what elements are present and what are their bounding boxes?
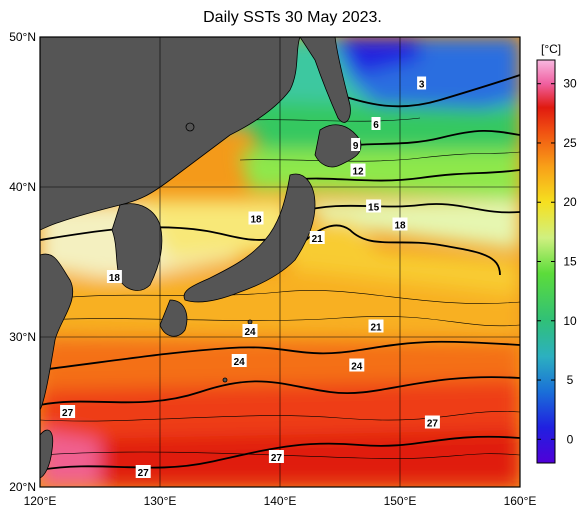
lon-tick-label: 120°E [24, 494, 57, 508]
contour-label-text: 21 [370, 323, 382, 334]
land-taiwan [40, 429, 54, 479]
contour-label-text: 24 [351, 362, 363, 373]
lat-tick-label: 30°N [9, 330, 36, 344]
contour-label-text: 9 [353, 141, 359, 152]
lat-tick-label: 50°N [9, 30, 36, 44]
contour-label: 24 [349, 358, 365, 373]
contour-label: 27 [268, 450, 284, 464]
contour-label: 12 [350, 163, 366, 178]
land-island-small [185, 122, 195, 132]
contour-label: 18 [392, 217, 408, 232]
contour-label: 24 [231, 354, 247, 368]
contour-label: 18 [248, 211, 264, 226]
lat-tick-label: 40°N [9, 180, 36, 194]
land-mainland-north [40, 37, 301, 231]
colorbar-tick-label: 30 [563, 77, 577, 91]
lon-tick-label: 160°E [504, 494, 537, 508]
contour-label-text: 24 [244, 327, 256, 338]
contour-label: 27 [135, 465, 151, 479]
colorbar-tick-label: 5 [567, 373, 574, 387]
contour-labels: 3 6 9 12 15 18 18 21 18 21 24 24 24 27 27 27 27 [60, 76, 440, 479]
contour-label: 21 [368, 319, 384, 334]
contour-label-text: 27 [62, 408, 74, 419]
lon-tick-label: 140°E [264, 494, 297, 508]
contour-label: 27 [424, 415, 440, 430]
colorbar-tick-label: 10 [563, 314, 577, 328]
contour-label-text: 27 [427, 419, 439, 430]
land-china-coast [40, 253, 74, 411]
contour-label-text: 27 [138, 468, 150, 479]
contour-label: 27 [60, 405, 76, 419]
contour-label-text: 18 [109, 273, 121, 284]
map-frame [39, 36, 521, 488]
contour-label-text: 18 [250, 215, 262, 226]
contour-label: 6 [371, 117, 381, 131]
colorbar-unit: [°C] [541, 42, 561, 56]
colorbar-ticks: 0 5 10 15 20 25 30 [537, 77, 577, 446]
colorbar-tick-label: 20 [563, 195, 577, 209]
lon-tick-label: 130°E [144, 494, 177, 508]
lon-tick-label: 150°E [384, 494, 417, 508]
contour-label-text: 12 [352, 167, 364, 178]
contour-label-text: 18 [394, 221, 406, 232]
contour-label-text: 3 [419, 80, 425, 91]
land-sakhalin [299, 37, 351, 123]
contour-label: 15 [366, 199, 382, 214]
land-korea [111, 203, 163, 291]
contour-label-text: 6 [373, 120, 379, 131]
contour-label-text: 24 [234, 357, 246, 368]
colorbar-tick-label: 25 [563, 136, 577, 150]
colorbar-tick-label: 0 [567, 432, 574, 446]
contour-label-text: 21 [312, 234, 324, 245]
contour-label-text: 15 [368, 203, 380, 214]
land-kyushu [159, 299, 188, 337]
contour-label: 21 [309, 231, 325, 245]
land-hokkaido [314, 124, 362, 168]
land-honshu [183, 173, 316, 303]
land [40, 37, 362, 479]
contour-label: 9 [351, 138, 361, 152]
longitude-labels: 120°E 130°E 140°E 150°E 160°E [24, 494, 537, 508]
map-title: Daily SSTs 30 May 2023. [203, 9, 382, 26]
latitude-labels: 50°N 40°N 30°N 20°N [9, 30, 36, 494]
contour-label: 18 [106, 270, 122, 284]
contour-label: 24 [242, 324, 258, 338]
contour-label-text: 27 [271, 453, 283, 464]
colorbar-tick-label: 15 [563, 255, 577, 269]
contour-label: 3 [417, 76, 427, 91]
lat-tick-label: 20°N [9, 480, 36, 494]
